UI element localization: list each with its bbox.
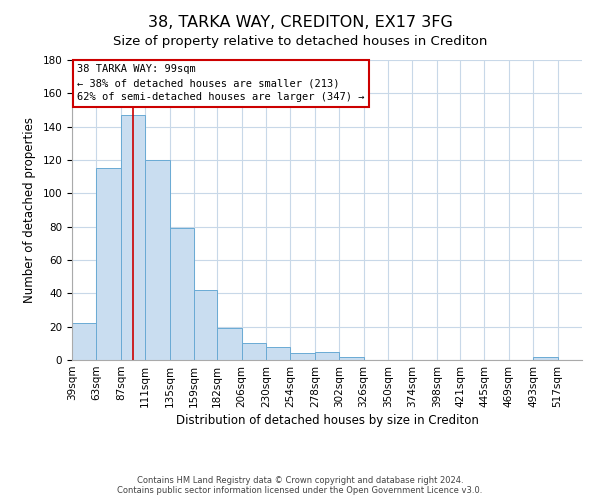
Bar [290, 354, 315, 360]
X-axis label: Distribution of detached houses by size in Crediton: Distribution of detached houses by size … [176, 414, 478, 427]
Text: Contains HM Land Registry data © Crown copyright and database right 2024.
Contai: Contains HM Land Registry data © Crown c… [118, 476, 482, 495]
Bar [266, 346, 290, 360]
Text: 38 TARKA WAY: 99sqm
← 38% of detached houses are smaller (213)
62% of semi-detac: 38 TARKA WAY: 99sqm ← 38% of detached ho… [77, 64, 365, 102]
Bar [145, 160, 170, 360]
Bar [121, 115, 145, 360]
Bar [170, 228, 194, 360]
Bar [217, 328, 242, 360]
Bar [72, 324, 97, 360]
Bar [194, 290, 217, 360]
Y-axis label: Number of detached properties: Number of detached properties [23, 117, 35, 303]
Text: 38, TARKA WAY, CREDITON, EX17 3FG: 38, TARKA WAY, CREDITON, EX17 3FG [148, 15, 452, 30]
Bar [315, 352, 339, 360]
Bar [533, 356, 557, 360]
Bar [97, 168, 121, 360]
Bar [339, 356, 364, 360]
Text: Size of property relative to detached houses in Crediton: Size of property relative to detached ho… [113, 35, 487, 48]
Bar [242, 344, 266, 360]
